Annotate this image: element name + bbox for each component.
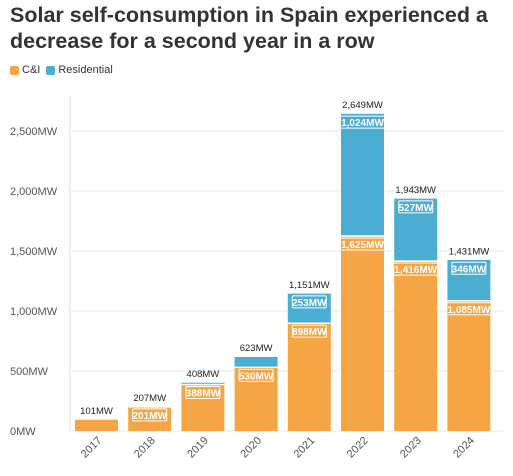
y-tick-label: 1,500MW xyxy=(10,246,58,258)
residential-value-label: 527MW xyxy=(398,203,433,214)
ci-label-box xyxy=(291,324,327,338)
total-label: 408MW xyxy=(187,369,220,380)
total-label: 1,431MW xyxy=(449,246,490,257)
residential-label-box xyxy=(339,115,386,129)
bar-ci xyxy=(181,384,225,431)
legend-item-residential: Residential xyxy=(46,64,113,76)
ci-label-box xyxy=(392,262,440,276)
ci-label-box xyxy=(185,385,221,399)
total-label: 1,943MW xyxy=(395,185,436,196)
y-tick-label: 2,000MW xyxy=(10,186,58,198)
ci-value-label: 530MW xyxy=(239,371,274,382)
x-tick-label: 2020 xyxy=(238,435,264,461)
bar-residential xyxy=(447,259,491,301)
chart-title: Solar self-consumption in Spain experien… xyxy=(10,3,488,53)
total-label: 1,151MW xyxy=(289,280,330,291)
residential-value-label: 253MW xyxy=(292,298,327,309)
ci-value-label: 201MW xyxy=(132,411,167,422)
ci-value-label: 1,625MW xyxy=(341,240,384,251)
legend-label-residential: Residential xyxy=(58,64,113,76)
x-tick-label: 2022 xyxy=(345,435,371,461)
bar-ci xyxy=(75,418,118,431)
legend-item-ci: C&I xyxy=(10,64,40,76)
residential-label-box xyxy=(398,200,434,214)
bar-residential xyxy=(181,382,225,385)
bar-ci xyxy=(447,300,491,431)
ci-value-label: 1,416MW xyxy=(394,265,437,276)
bar-residential xyxy=(341,113,384,236)
legend-swatch-residential xyxy=(46,65,56,75)
y-tick-label: 1,000MW xyxy=(10,306,58,318)
residential-label-box xyxy=(451,261,487,275)
ci-label-box xyxy=(238,368,274,382)
ci-value-label: 388MW xyxy=(186,388,221,399)
bar-ci xyxy=(341,236,384,431)
bar-ci xyxy=(128,406,172,431)
legend: C&I Residential xyxy=(10,64,119,76)
y-tick-label: 2,500MW xyxy=(10,126,58,138)
ci-label-box xyxy=(132,408,168,422)
bar-residential xyxy=(234,356,278,368)
x-tick-label: 2023 xyxy=(398,435,424,461)
x-tick-label: 2019 xyxy=(185,435,211,461)
bar-ci xyxy=(234,367,278,431)
residential-value-label: 1,024MW xyxy=(341,118,384,129)
ci-label-box xyxy=(339,237,386,251)
total-label: 207MW xyxy=(133,393,166,404)
x-tick-label: 2021 xyxy=(292,435,318,461)
total-label: 2,649MW xyxy=(342,100,383,111)
bar-residential xyxy=(394,197,438,262)
bar-ci xyxy=(287,323,331,431)
total-label: 623MW xyxy=(240,343,273,354)
y-tick-label: 500MW xyxy=(10,366,49,378)
legend-label-ci: C&I xyxy=(22,64,41,76)
x-tick-label: 2018 xyxy=(132,435,158,461)
residential-value-label: 346MW xyxy=(452,264,487,275)
ci-label-box xyxy=(445,302,493,316)
x-tick-label: 2024 xyxy=(451,435,477,461)
ci-value-label: 898MW xyxy=(292,327,327,338)
residential-label-box xyxy=(291,295,327,309)
total-label: 101MW xyxy=(80,406,113,417)
x-tick-label: 2017 xyxy=(79,435,105,461)
bar-ci xyxy=(394,261,438,431)
ci-value-label: 1,085MW xyxy=(448,305,491,316)
legend-swatch-ci xyxy=(10,65,19,75)
y-tick-label: 0MW xyxy=(10,426,36,438)
